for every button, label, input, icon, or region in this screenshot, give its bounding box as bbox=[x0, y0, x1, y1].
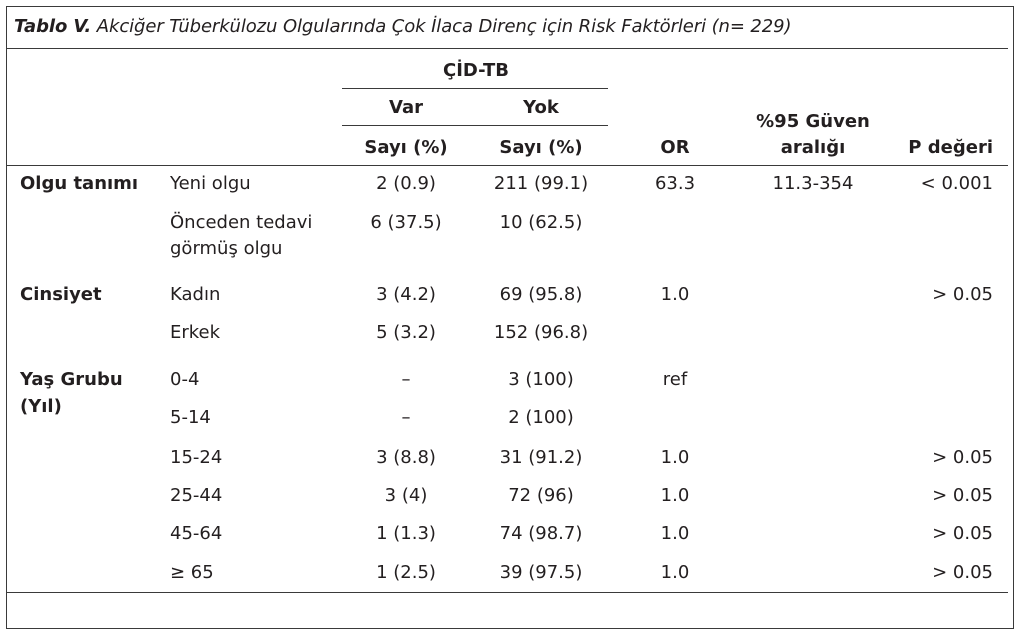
row-yok-cell: 72 (96) bbox=[508, 485, 574, 506]
row-sub-label-line2: görmüş olgu bbox=[170, 238, 283, 259]
row-yok-cell: 211 (99.1) bbox=[493, 173, 589, 194]
row-sub-label: ≥ 65 bbox=[170, 562, 214, 583]
row-or-cell: 1.0 bbox=[660, 284, 690, 305]
row-or-cell: 1.0 bbox=[660, 562, 690, 583]
row-var-cell: 5 (3.2) bbox=[376, 322, 436, 343]
header-bottom-rule bbox=[6, 165, 1008, 166]
row-var-cell: – bbox=[401, 369, 411, 390]
var-yok-rule bbox=[342, 125, 608, 126]
row-var-cell: 3 (4) bbox=[384, 485, 428, 506]
group-label-yas-line2: (Yıl) bbox=[20, 396, 62, 417]
table-title: Tablo V. Akciğer Tüberkülozu Olgularında… bbox=[14, 16, 792, 37]
header-group: ÇİD-TB bbox=[442, 60, 510, 81]
row-var-cell: 3 (4.2) bbox=[376, 284, 436, 305]
row-yok-cell: 2 (100) bbox=[508, 407, 574, 428]
row-sub-label: 0-4 bbox=[170, 369, 200, 390]
header-ci-line1: %95 Güven bbox=[756, 111, 870, 132]
title-rule bbox=[6, 48, 1008, 49]
table-caption: Akciğer Tüberkülozu Olgularında Çok İlac… bbox=[96, 16, 792, 37]
group-label-cinsiyet: Cinsiyet bbox=[20, 284, 102, 305]
row-yok-cell: 10 (62.5) bbox=[499, 212, 583, 233]
row-yok-cell: 152 (96.8) bbox=[493, 322, 589, 343]
table-frame bbox=[6, 6, 1014, 629]
table-number: Tablo V. bbox=[14, 16, 92, 37]
header-yok: Yok bbox=[523, 97, 559, 118]
row-sub-label: 45-64 bbox=[170, 523, 223, 544]
row-var-cell: 6 (37.5) bbox=[370, 212, 442, 233]
row-yok-cell: 69 (95.8) bbox=[499, 284, 583, 305]
header-var: Var bbox=[389, 97, 423, 118]
row-sub-label: 25-44 bbox=[170, 485, 223, 506]
row-yok-cell: 74 (98.7) bbox=[499, 523, 583, 544]
group-label-yas-line1: Yaş Grubu bbox=[20, 369, 123, 390]
row-sub-label: Kadın bbox=[170, 284, 221, 305]
row-or-cell: 1.0 bbox=[660, 447, 690, 468]
header-p: P değeri bbox=[908, 137, 993, 158]
row-var-cell: 1 (2.5) bbox=[376, 562, 436, 583]
group-label-olgu: Olgu tanımı bbox=[20, 173, 139, 194]
row-yok-cell: 3 (100) bbox=[508, 369, 574, 390]
header-sayi-yok: Sayı (%) bbox=[499, 137, 583, 158]
row-sub-label: Erkek bbox=[170, 322, 221, 343]
row-yok-cell: 31 (91.2) bbox=[499, 447, 583, 468]
row-var-cell: – bbox=[401, 407, 411, 428]
header-sayi-var: Sayı (%) bbox=[364, 137, 448, 158]
group-rule bbox=[342, 88, 608, 89]
row-var-cell: 2 (0.9) bbox=[376, 173, 436, 194]
row-p-cell: > 0.05 bbox=[932, 523, 993, 544]
row-var-cell: 3 (8.8) bbox=[376, 447, 436, 468]
row-sub-label: 15-24 bbox=[170, 447, 223, 468]
header-ci-line2: aralığı bbox=[780, 137, 846, 158]
row-var-cell: 1 (1.3) bbox=[376, 523, 436, 544]
row-or-cell: 63.3 bbox=[654, 173, 696, 194]
row-p-cell: > 0.05 bbox=[932, 447, 993, 468]
header-or: OR bbox=[660, 137, 690, 158]
row-p-cell: > 0.05 bbox=[932, 562, 993, 583]
row-sub-label: Yeni olgu bbox=[170, 173, 251, 194]
row-or-cell: 1.0 bbox=[660, 523, 690, 544]
row-ci-cell: 11.3-354 bbox=[772, 173, 854, 194]
row-p-cell: > 0.05 bbox=[932, 284, 993, 305]
table-bottom-rule bbox=[6, 592, 1008, 593]
row-yok-cell: 39 (97.5) bbox=[499, 562, 583, 583]
row-sub-label-line1: Önceden tedavi bbox=[170, 212, 313, 233]
row-or-cell: 1.0 bbox=[660, 485, 690, 506]
row-p-cell: < 0.001 bbox=[920, 173, 993, 194]
row-or-cell: ref bbox=[662, 369, 688, 390]
row-p-cell: > 0.05 bbox=[932, 485, 993, 506]
row-sub-label: 5-14 bbox=[170, 407, 211, 428]
